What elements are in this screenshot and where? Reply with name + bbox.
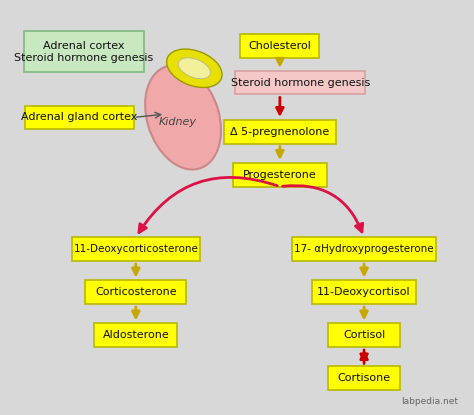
FancyBboxPatch shape [224, 120, 336, 144]
Text: 11-Deoxycorticosterone: 11-Deoxycorticosterone [73, 244, 198, 254]
Text: 11-Deoxycortisol: 11-Deoxycortisol [317, 287, 411, 297]
FancyBboxPatch shape [85, 281, 186, 304]
FancyBboxPatch shape [328, 366, 400, 390]
Text: Corticosterone: Corticosterone [95, 287, 177, 297]
FancyBboxPatch shape [312, 281, 416, 304]
Text: Cholesterol: Cholesterol [248, 41, 311, 51]
Text: 17- αHydroxyprogesterone: 17- αHydroxyprogesterone [294, 244, 434, 254]
Text: Cortisol: Cortisol [343, 330, 385, 340]
FancyBboxPatch shape [233, 163, 327, 187]
FancyBboxPatch shape [94, 323, 177, 347]
Text: Adrenal gland cortex: Adrenal gland cortex [21, 112, 137, 122]
Text: Δ 5-pregnenolone: Δ 5-pregnenolone [230, 127, 329, 137]
FancyBboxPatch shape [72, 237, 200, 261]
FancyBboxPatch shape [240, 34, 319, 58]
Text: Aldosterone: Aldosterone [102, 330, 169, 340]
FancyBboxPatch shape [235, 71, 365, 95]
Text: Progesterone: Progesterone [243, 170, 317, 180]
Text: Adrenal cortex
Steroid hormone genesis: Adrenal cortex Steroid hormone genesis [14, 41, 154, 63]
Text: Cortisone: Cortisone [337, 373, 391, 383]
Ellipse shape [178, 58, 210, 79]
Ellipse shape [167, 49, 222, 88]
FancyBboxPatch shape [26, 106, 134, 129]
FancyBboxPatch shape [328, 323, 400, 347]
Text: Kidney: Kidney [159, 117, 197, 127]
FancyBboxPatch shape [24, 32, 144, 72]
FancyBboxPatch shape [292, 237, 436, 261]
Text: labpedia.net: labpedia.net [401, 397, 458, 406]
Text: Steroid hormone genesis: Steroid hormone genesis [230, 78, 370, 88]
Ellipse shape [145, 65, 221, 170]
